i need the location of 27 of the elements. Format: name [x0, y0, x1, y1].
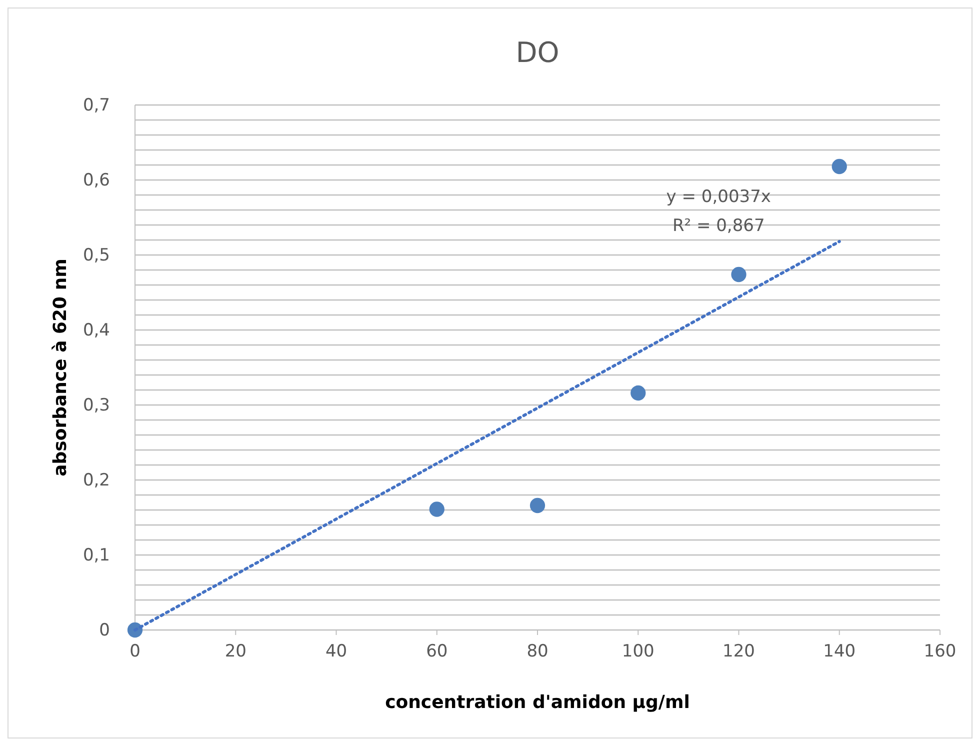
y-tick-label: 0,5: [82, 245, 110, 266]
point: [429, 502, 444, 517]
y-axis-title: absorbance à 620 nm: [50, 258, 71, 476]
x-tick-label: 0: [130, 642, 140, 662]
x-tick-label: 140: [823, 642, 856, 662]
point: [731, 266, 746, 282]
y-tick-label: 0,3: [82, 395, 110, 416]
y-tick-label: 0: [99, 620, 110, 640]
annotation: y = 0,0037x: [666, 187, 771, 208]
x-tick-label: 60: [426, 642, 448, 662]
x-tick-label: 80: [526, 642, 548, 662]
x-tick-label: 160: [924, 642, 956, 662]
point: [530, 498, 546, 514]
y-tick-label: 0,6: [82, 170, 110, 190]
point: [630, 385, 646, 401]
y-tick-label: 0,1: [82, 545, 110, 566]
annotation: R² = 0,867: [672, 216, 765, 236]
y-tick-label: 0,7: [82, 95, 110, 116]
y-tick-label: 0,4: [82, 320, 110, 340]
point: [832, 158, 847, 174]
x-tick-label: 20: [224, 642, 246, 662]
chart-title: DO: [516, 36, 560, 69]
x-tick-label: 40: [325, 642, 348, 662]
y-tick-label: 0,2: [82, 470, 110, 490]
x-axis-title: concentration d'amidon µg/ml: [385, 692, 690, 713]
x-tick-label: 120: [722, 642, 755, 662]
x-tick-label: 100: [622, 642, 654, 662]
